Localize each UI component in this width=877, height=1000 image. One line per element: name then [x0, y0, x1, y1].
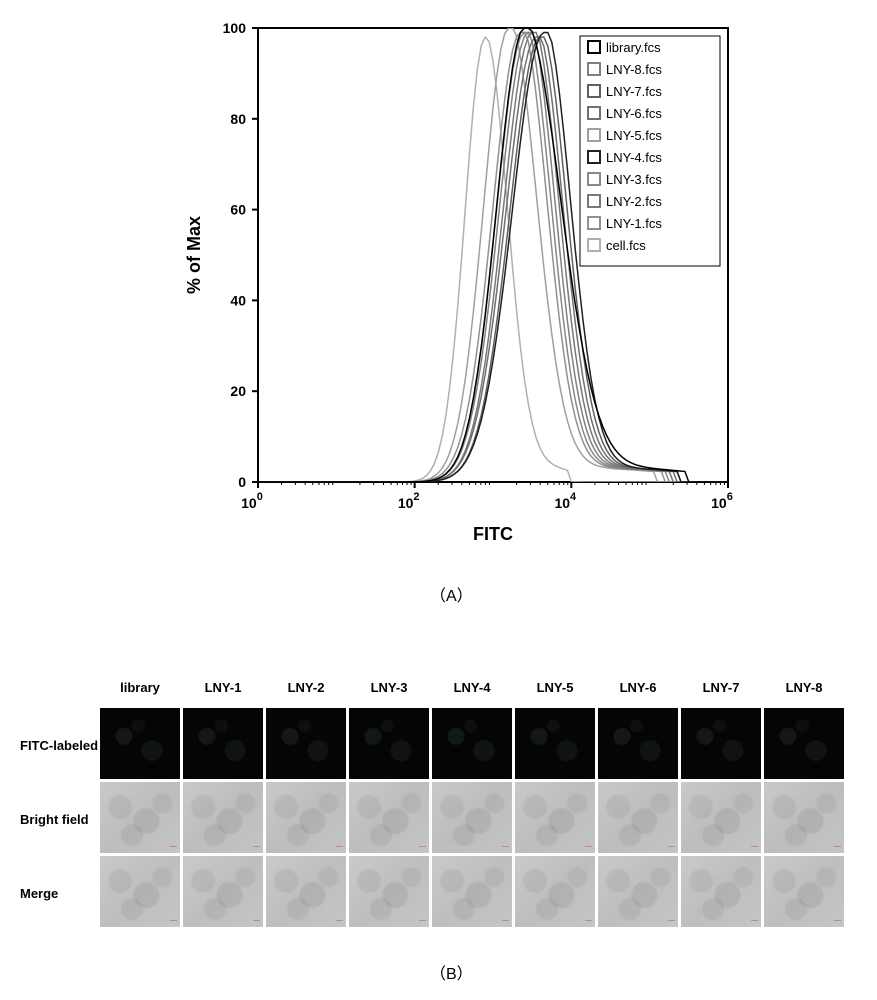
scale-bar: — — [834, 917, 841, 924]
col-header: LNY-2 — [266, 680, 346, 705]
microscopy-cell: — — [266, 856, 346, 927]
svg-text:LNY-8.fcs: LNY-8.fcs — [606, 62, 662, 77]
grid-col: LNY-3 — — — [349, 680, 429, 930]
microscopy-cell: — — [598, 856, 678, 927]
col-header: library — [100, 680, 180, 705]
scale-bar: — — [170, 843, 177, 850]
row-label-fitc: FITC-labeled — [20, 708, 100, 782]
grid-col: LNY-7 — — — [681, 680, 761, 930]
svg-text:102: 102 — [398, 491, 420, 511]
svg-text:% of Max: % of Max — [184, 216, 204, 294]
scale-bar: — — [751, 917, 758, 924]
svg-text:library.fcs: library.fcs — [606, 40, 661, 55]
col-header: LNY-5 — [515, 680, 595, 705]
microscopy-cell: — — [515, 856, 595, 927]
svg-text:LNY-7.fcs: LNY-7.fcs — [606, 84, 662, 99]
microscopy-cell: — — [432, 856, 512, 927]
panel-a-caption: （A） — [430, 582, 473, 606]
scale-bar: — — [502, 843, 509, 850]
scale-bar: — — [170, 917, 177, 924]
grid-col: library — — — [100, 680, 180, 930]
microscopy-grid: FITC-labeled Bright field Merge library —… — [20, 680, 860, 930]
svg-text:LNY-3.fcs: LNY-3.fcs — [606, 172, 662, 187]
grid-col: LNY-6 — — — [598, 680, 678, 930]
svg-text:40: 40 — [230, 292, 246, 308]
microscopy-cell — [598, 708, 678, 779]
scale-bar: — — [585, 917, 592, 924]
microscopy-cell: — — [183, 782, 263, 853]
grid-col: LNY-4 — — — [432, 680, 512, 930]
row-label-bright: Bright field — [20, 782, 100, 856]
svg-text:106: 106 — [711, 491, 733, 511]
col-header: LNY-6 — [598, 680, 678, 705]
panel-b-caption: （B） — [430, 960, 473, 984]
panel-a: 0 20 40 60 80 100 100 102 104 106 FITC % of Max libr… — [180, 10, 740, 570]
svg-text:FITC: FITC — [473, 524, 513, 544]
svg-text:LNY-1.fcs: LNY-1.fcs — [606, 216, 662, 231]
svg-text:LNY-6.fcs: LNY-6.fcs — [606, 106, 662, 121]
scale-bar: — — [419, 843, 426, 850]
microscopy-cell — [432, 708, 512, 779]
svg-text:104: 104 — [554, 491, 577, 511]
microscopy-cell — [183, 708, 263, 779]
col-header: LNY-4 — [432, 680, 512, 705]
microscopy-cell: — — [598, 782, 678, 853]
grid-col: LNY-2 — — — [266, 680, 346, 930]
svg-text:cell.fcs: cell.fcs — [606, 238, 646, 253]
microscopy-cell: — — [681, 782, 761, 853]
row-label-merge: Merge — [20, 856, 100, 930]
scale-bar: — — [668, 843, 675, 850]
svg-text:LNY-5.fcs: LNY-5.fcs — [606, 128, 662, 143]
microscopy-cell — [100, 708, 180, 779]
svg-text:20: 20 — [230, 383, 246, 399]
scale-bar: — — [419, 917, 426, 924]
scale-bar: — — [253, 843, 260, 850]
scale-bar: — — [336, 917, 343, 924]
microscopy-cell: — — [764, 856, 844, 927]
microscopy-cell: — — [764, 782, 844, 853]
microscopy-cell: — — [349, 856, 429, 927]
panel-b: FITC-labeled Bright field Merge library —… — [20, 680, 860, 930]
scale-bar: — — [834, 843, 841, 850]
col-header: LNY-8 — [764, 680, 844, 705]
scale-bar: — — [502, 917, 509, 924]
microscopy-cell: — — [100, 782, 180, 853]
microscopy-cell — [515, 708, 595, 779]
scale-bar: — — [336, 843, 343, 850]
svg-text:100: 100 — [223, 20, 247, 36]
svg-text:LNY-4.fcs: LNY-4.fcs — [606, 150, 662, 165]
scale-bar: — — [253, 917, 260, 924]
microscopy-cell: — — [266, 782, 346, 853]
scale-bar: — — [668, 917, 675, 924]
microscopy-cell: — — [681, 856, 761, 927]
microscopy-cell — [349, 708, 429, 779]
row-labels: FITC-labeled Bright field Merge — [20, 680, 100, 930]
microscopy-cell — [681, 708, 761, 779]
row-label-spacer — [20, 680, 100, 708]
microscopy-cell — [266, 708, 346, 779]
microscopy-cell: — — [100, 856, 180, 927]
svg-text:80: 80 — [230, 111, 246, 127]
svg-text:LNY-2.fcs: LNY-2.fcs — [606, 194, 662, 209]
svg-text:0: 0 — [238, 474, 246, 490]
grid-col: LNY-5 — — — [515, 680, 595, 930]
grid-col: LNY-8 — — — [764, 680, 844, 930]
microscopy-cell: — — [432, 782, 512, 853]
flow-histogram-chart: 0 20 40 60 80 100 100 102 104 106 FITC % of Max libr… — [180, 10, 740, 570]
col-header: LNY-1 — [183, 680, 263, 705]
scale-bar: — — [585, 843, 592, 850]
grid-col: LNY-1 — — — [183, 680, 263, 930]
microscopy-cell: — — [183, 856, 263, 927]
microscopy-cell: — — [349, 782, 429, 853]
svg-text:60: 60 — [230, 202, 246, 218]
scale-bar: — — [751, 843, 758, 850]
microscopy-cell: — — [515, 782, 595, 853]
svg-text:100: 100 — [241, 491, 263, 511]
col-header: LNY-3 — [349, 680, 429, 705]
microscopy-cell — [764, 708, 844, 779]
grid-columns: library——LNY-1——LNY-2——LNY-3——LNY-4——LNY… — [100, 680, 844, 930]
col-header: LNY-7 — [681, 680, 761, 705]
